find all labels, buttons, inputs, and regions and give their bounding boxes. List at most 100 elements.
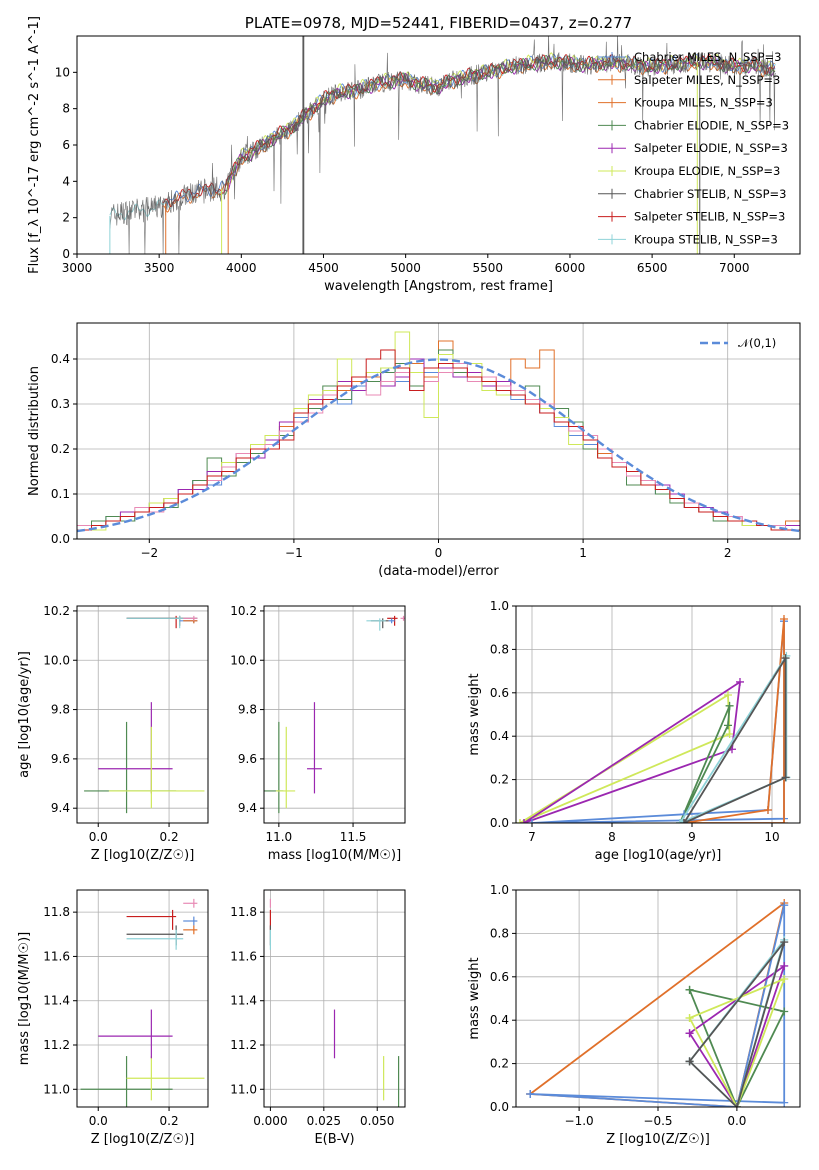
x-tick-label: −1.0 bbox=[565, 1114, 594, 1128]
mass-weight-marker bbox=[724, 721, 732, 730]
x-tick-label: 8 bbox=[608, 830, 616, 844]
errorbar-point bbox=[98, 1009, 173, 1059]
y-tick-label: 11.8 bbox=[43, 905, 70, 919]
x-tick-label: 6500 bbox=[637, 261, 668, 275]
mass-weight-line bbox=[523, 681, 741, 823]
mass-weight-marker bbox=[685, 1057, 694, 1066]
x-tick-label: 5500 bbox=[473, 261, 504, 275]
errorbar-point bbox=[126, 909, 177, 930]
mass-weight-marker bbox=[516, 819, 524, 823]
legend-label: 𝒩(0,1) bbox=[738, 336, 776, 350]
y-tick-label: 11.0 bbox=[43, 1082, 70, 1096]
y-tick-label: 1.0 bbox=[490, 599, 509, 613]
y-tick-label: 9.8 bbox=[51, 703, 70, 717]
x-tick-label: −0.5 bbox=[643, 1114, 672, 1128]
y-tick-label: 10.2 bbox=[230, 604, 257, 618]
mass-weight-line bbox=[688, 978, 786, 1107]
y-axis-label: mass weight bbox=[467, 673, 482, 755]
mass-weight-marker bbox=[685, 1014, 694, 1023]
y-tick-label: 11.4 bbox=[43, 994, 70, 1008]
mass-vs-ebv-panel: 0.000 0.025 0.050 11.0 11.2 11.4 11.6 11.8 E(B-V… bbox=[230, 889, 406, 1147]
spectrum-legend: Chabrier MILES, N_SSP=3 Salpeter MILES, N… bbox=[598, 50, 789, 246]
y-tick-label: 10.0 bbox=[43, 653, 70, 667]
mass-weight-marker bbox=[528, 819, 536, 823]
y-tick-label: 0.1 bbox=[51, 487, 70, 501]
x-tick-label: 0.2 bbox=[160, 830, 179, 844]
y-tick-label: 0 bbox=[62, 247, 70, 261]
errorbar-point bbox=[366, 618, 386, 631]
y-tick-label: 11.8 bbox=[230, 905, 257, 919]
errorbar-point bbox=[183, 925, 198, 935]
spectrum-plot-area bbox=[109, 36, 776, 254]
y-tick-label: 10 bbox=[55, 65, 70, 79]
x-tick-label: 0.0 bbox=[727, 1114, 746, 1128]
mass-weight-marker bbox=[780, 901, 789, 910]
errorbar-point bbox=[388, 618, 395, 624]
y-tick-label: 11.6 bbox=[43, 949, 70, 963]
y-tick-label: 11.6 bbox=[230, 949, 257, 963]
x-tick-label: 10 bbox=[764, 830, 779, 844]
age-vs-mass-plot-area bbox=[264, 615, 405, 814]
y-tick-label: 8 bbox=[62, 102, 70, 116]
mass-weight-marker bbox=[725, 730, 734, 739]
legend-label: Kroupa ELODIE, N_SSP=3 bbox=[634, 164, 780, 178]
y-axis-label: Normed distribution bbox=[27, 366, 42, 496]
x-axis-label: (data-model)/error bbox=[378, 564, 499, 579]
x-axis-label: Z [log10(Z/Z☉)] bbox=[91, 1132, 195, 1147]
y-tick-label: 0.0 bbox=[490, 1100, 509, 1114]
mass-weight-marker bbox=[780, 974, 789, 983]
legend-label: Salpeter MILES, N_SSP=3 bbox=[634, 73, 780, 87]
y-tick-label: 0.2 bbox=[490, 773, 509, 787]
mass-weight-marker bbox=[676, 819, 684, 823]
y-axis-label: mass [log10(M/M☉)] bbox=[17, 932, 32, 1065]
mass-weight-marker bbox=[780, 1007, 789, 1016]
mass-weight-marker bbox=[685, 985, 694, 994]
mass-weight-line bbox=[679, 704, 731, 823]
mass-weight-marker bbox=[781, 773, 790, 782]
histogram-panel: −2 −1 0 1 2 0.0 0.1 0.2 0.3 0.4 (data-model)/error… bbox=[27, 322, 801, 579]
mass-weight-vs-metallicity-panel: −1.0 −0.5 0.0 0.0 0.2 0.4 0.6 0.8 1.0 Z [log10(Z/… bbox=[467, 883, 801, 1147]
y-tick-label: 0.3 bbox=[51, 397, 70, 411]
y-tick-label: 1.0 bbox=[490, 883, 509, 897]
errorbar-point bbox=[183, 916, 198, 926]
chart-title: PLATE=0978, MJD=52441, FIBERID=0437, z=0… bbox=[245, 14, 632, 32]
errorbar-point bbox=[80, 1056, 173, 1107]
mass-weight-marker bbox=[736, 677, 744, 686]
y-tick-label: 11.0 bbox=[230, 1082, 257, 1096]
y-tick-label: 11.2 bbox=[43, 1038, 70, 1052]
y-tick-label: 0.4 bbox=[51, 352, 70, 366]
y-axis-label: Flux [f_λ 10^-17 erg cm^-2 s^-1 A^-1] bbox=[27, 16, 42, 274]
x-tick-label: −2 bbox=[140, 546, 158, 560]
histogram-series bbox=[77, 349, 800, 539]
x-tick-label: 0.000 bbox=[253, 1114, 287, 1128]
y-tick-label: 0.0 bbox=[51, 532, 70, 546]
axes-frame bbox=[76, 605, 209, 824]
y-tick-label: 0.6 bbox=[490, 970, 509, 984]
spectrum-panel: 3000 3500 4000 4500 5000 5500 6000 6500 7000 0 2 4 6… bbox=[27, 14, 801, 294]
mass-vs-metallicity-plot-area bbox=[80, 898, 205, 1107]
normal-distribution-curve bbox=[77, 358, 800, 533]
mass-weight-line bbox=[688, 941, 786, 1107]
mass-weight-line bbox=[683, 657, 787, 823]
legend-label: Salpeter ELODIE, N_SSP=3 bbox=[634, 141, 788, 155]
y-tick-label: 9.6 bbox=[238, 752, 257, 766]
observed-spectrum-line bbox=[109, 36, 776, 254]
mass-weight-marker bbox=[685, 1029, 694, 1038]
x-tick-label: 3500 bbox=[144, 261, 175, 275]
y-tick-label: 9.4 bbox=[238, 801, 257, 815]
legend-label: Chabrier MILES, N_SSP=3 bbox=[634, 50, 781, 64]
y-tick-label: 11.2 bbox=[230, 1038, 257, 1052]
y-tick-label: 0.8 bbox=[490, 926, 509, 940]
x-tick-label: 2 bbox=[724, 546, 732, 560]
mass-weight-vs-age-plot-area bbox=[516, 615, 791, 823]
x-axis-label: Z [log10(Z/Z☉)] bbox=[91, 848, 195, 863]
mass-weight-marker bbox=[780, 819, 788, 823]
errorbar-point bbox=[126, 929, 184, 950]
axes-frame bbox=[263, 605, 406, 824]
x-axis-label: wavelength [Angstrom, rest frame] bbox=[324, 279, 553, 294]
y-tick-label: 9.6 bbox=[51, 752, 70, 766]
legend-label: Chabrier ELODIE, N_SSP=3 bbox=[634, 118, 789, 132]
y-tick-label: 0.6 bbox=[490, 686, 509, 700]
y-tick-label: 2 bbox=[62, 211, 70, 225]
mass-weight-marker bbox=[780, 1098, 789, 1107]
